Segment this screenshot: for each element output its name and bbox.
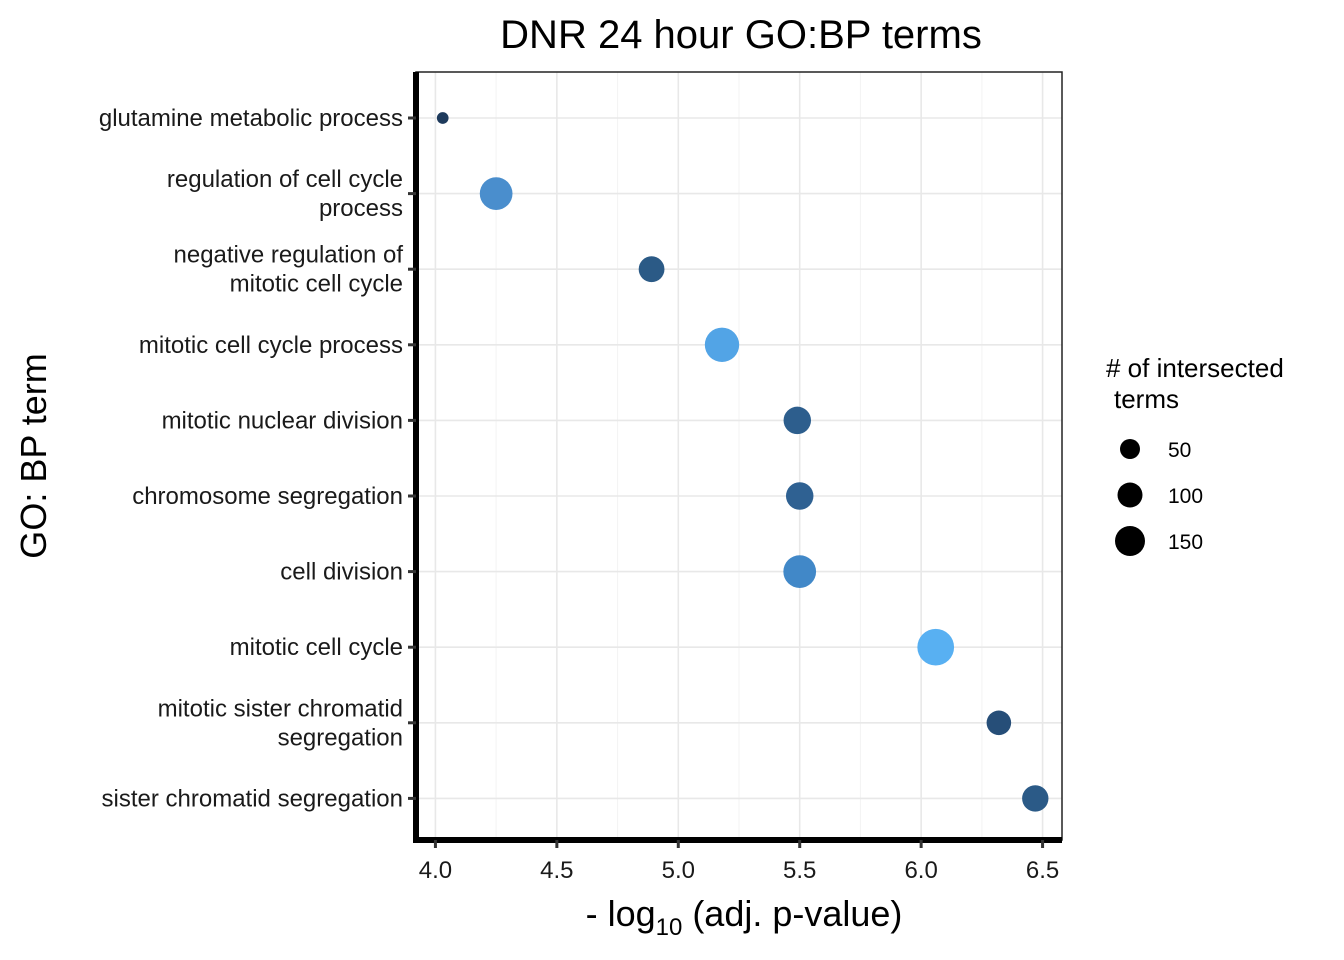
legend-key bbox=[1120, 439, 1140, 459]
y-tick-label: mitotic sister chromatid bbox=[158, 695, 403, 722]
data-point bbox=[917, 628, 955, 666]
x-tick-label: 4.0 bbox=[419, 857, 452, 884]
grid bbox=[416, 72, 1062, 840]
legend-key bbox=[1115, 526, 1145, 556]
y-tick-label: mitotic cell cycle process bbox=[139, 332, 403, 359]
data-point bbox=[783, 555, 817, 588]
y-tick-label: negative regulation of bbox=[174, 242, 404, 269]
data-point bbox=[479, 177, 513, 210]
x-tick-label: 5.0 bbox=[662, 857, 695, 884]
legend-label: 50 bbox=[1168, 439, 1191, 462]
y-tick-label: glutamine metabolic process bbox=[99, 105, 403, 132]
x-tick-label: 5.5 bbox=[783, 857, 816, 884]
y-tick-label: mitotic cell cycle bbox=[230, 271, 403, 298]
y-axis-ticks: glutamine metabolic process regulation of… bbox=[99, 105, 416, 812]
legend-label: 150 bbox=[1168, 531, 1203, 554]
chart-title: DNR 24 hour GO:BP terms bbox=[500, 13, 982, 57]
y-tick-label: process bbox=[319, 195, 403, 222]
data-point bbox=[436, 112, 449, 124]
y-axis-title: GO: BP term bbox=[13, 353, 54, 558]
legend-key bbox=[1117, 482, 1143, 508]
y-tick-label: sister chromatid segregation bbox=[102, 785, 403, 812]
x-tick-label: 6.0 bbox=[904, 857, 937, 884]
data-point bbox=[704, 327, 740, 362]
x-tick-label: 6.5 bbox=[1026, 857, 1059, 884]
data-point bbox=[638, 256, 665, 283]
data-points bbox=[436, 112, 1049, 812]
x-axis-ticks: 4.0 4.5 5.0 5.5 6.0 6.5 bbox=[419, 840, 1059, 884]
legend-label: 100 bbox=[1168, 485, 1203, 508]
y-tick-label: mitotic nuclear division bbox=[162, 407, 403, 434]
x-axis-title: - log10 (adj. p-value) bbox=[586, 893, 903, 941]
legend-title: # of intersected bbox=[1106, 353, 1284, 383]
y-tick-label: mitotic cell cycle bbox=[230, 634, 403, 661]
y-tick-label: cell division bbox=[280, 559, 403, 586]
y-tick-label: regulation of cell cycle bbox=[167, 166, 403, 193]
x-tick-label: 4.5 bbox=[540, 857, 573, 884]
y-tick-label: chromosome segregation bbox=[132, 483, 403, 510]
data-point bbox=[1022, 785, 1049, 812]
legend-title: terms bbox=[1114, 384, 1179, 414]
data-point bbox=[986, 710, 1012, 736]
data-point bbox=[783, 406, 812, 435]
data-point bbox=[785, 482, 814, 510]
y-tick-label: segregation bbox=[278, 724, 403, 751]
